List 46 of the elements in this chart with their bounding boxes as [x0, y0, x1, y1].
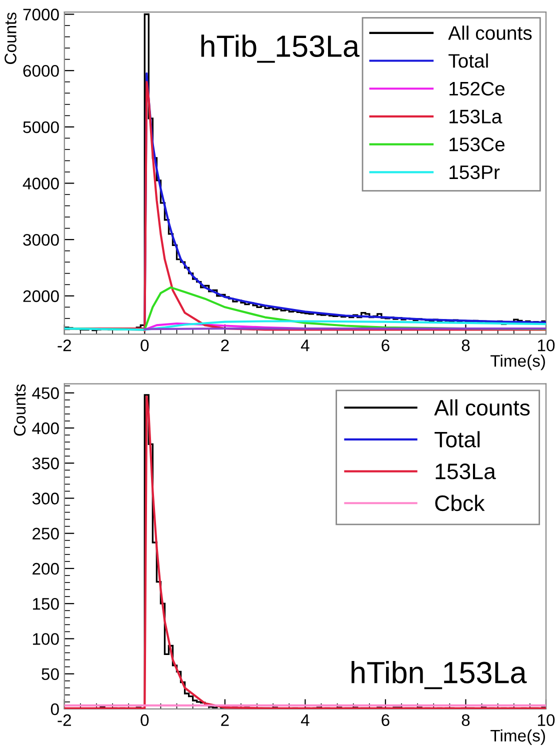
y-tick-label: 5000 [23, 121, 59, 134]
y-tick-label: 450 [32, 387, 59, 400]
x-tick-label: 6 [382, 339, 390, 352]
x-tick-label: 0 [140, 714, 149, 726]
x-tick-label: 10 [538, 339, 555, 352]
y-axis-title: Counts [4, 12, 16, 64]
annotation: hTib_153La [201, 34, 360, 63]
x-tick-label: 4 [300, 340, 310, 352]
legend-label: 153Pr [450, 165, 500, 180]
y-tick-label: 0 [50, 703, 59, 716]
y-tick-label: 250 [32, 528, 59, 540]
y-tick-label: 400 [32, 422, 59, 434]
y-tick-label: 100 [33, 633, 59, 645]
legend-label: 153La [436, 464, 496, 480]
y-tick-label: 4000 [22, 178, 59, 190]
y-tick-label: 200 [32, 562, 59, 575]
y-tick-label: 50 [42, 668, 59, 680]
y-axis-title: Counts [14, 384, 26, 436]
legend-label: 153Ce [450, 138, 505, 152]
x-tick-label: 4 [300, 714, 310, 726]
legend-label: Total [434, 431, 480, 448]
x-axis-title: Time(s) [490, 729, 545, 745]
y-tick-label: 350 [32, 458, 59, 470]
x-tick-label: -2 [58, 339, 71, 352]
x-tick-label: 2 [221, 714, 229, 726]
x-tick-label: 10 [538, 714, 555, 726]
legend-label: 153La [450, 110, 502, 124]
x-tick-label: 8 [462, 339, 470, 352]
legend-label: Cbck [435, 494, 485, 512]
x-tick-label: 6 [382, 714, 390, 726]
y-tick-label: 6000 [23, 64, 59, 77]
x-tick-label: 8 [462, 714, 470, 726]
x-tick-label: 2 [221, 339, 229, 352]
legend-label: Total [448, 53, 488, 68]
x-tick-label: 0 [140, 339, 149, 352]
y-tick-label: 3000 [23, 234, 59, 246]
annotation: hTibn_153La [352, 660, 527, 690]
y-tick-label: 2000 [23, 290, 59, 302]
legend-label: All counts [448, 26, 532, 40]
x-tick-label: -2 [58, 714, 71, 726]
y-tick-label: 150 [33, 598, 59, 610]
x-axis-title: Time(s) [490, 354, 545, 370]
legend-label: All counts [434, 399, 530, 416]
y-tick-label: 7000 [23, 8, 59, 20]
legend-label: 152Ce [450, 82, 505, 96]
y-tick-label: 300 [32, 492, 59, 504]
